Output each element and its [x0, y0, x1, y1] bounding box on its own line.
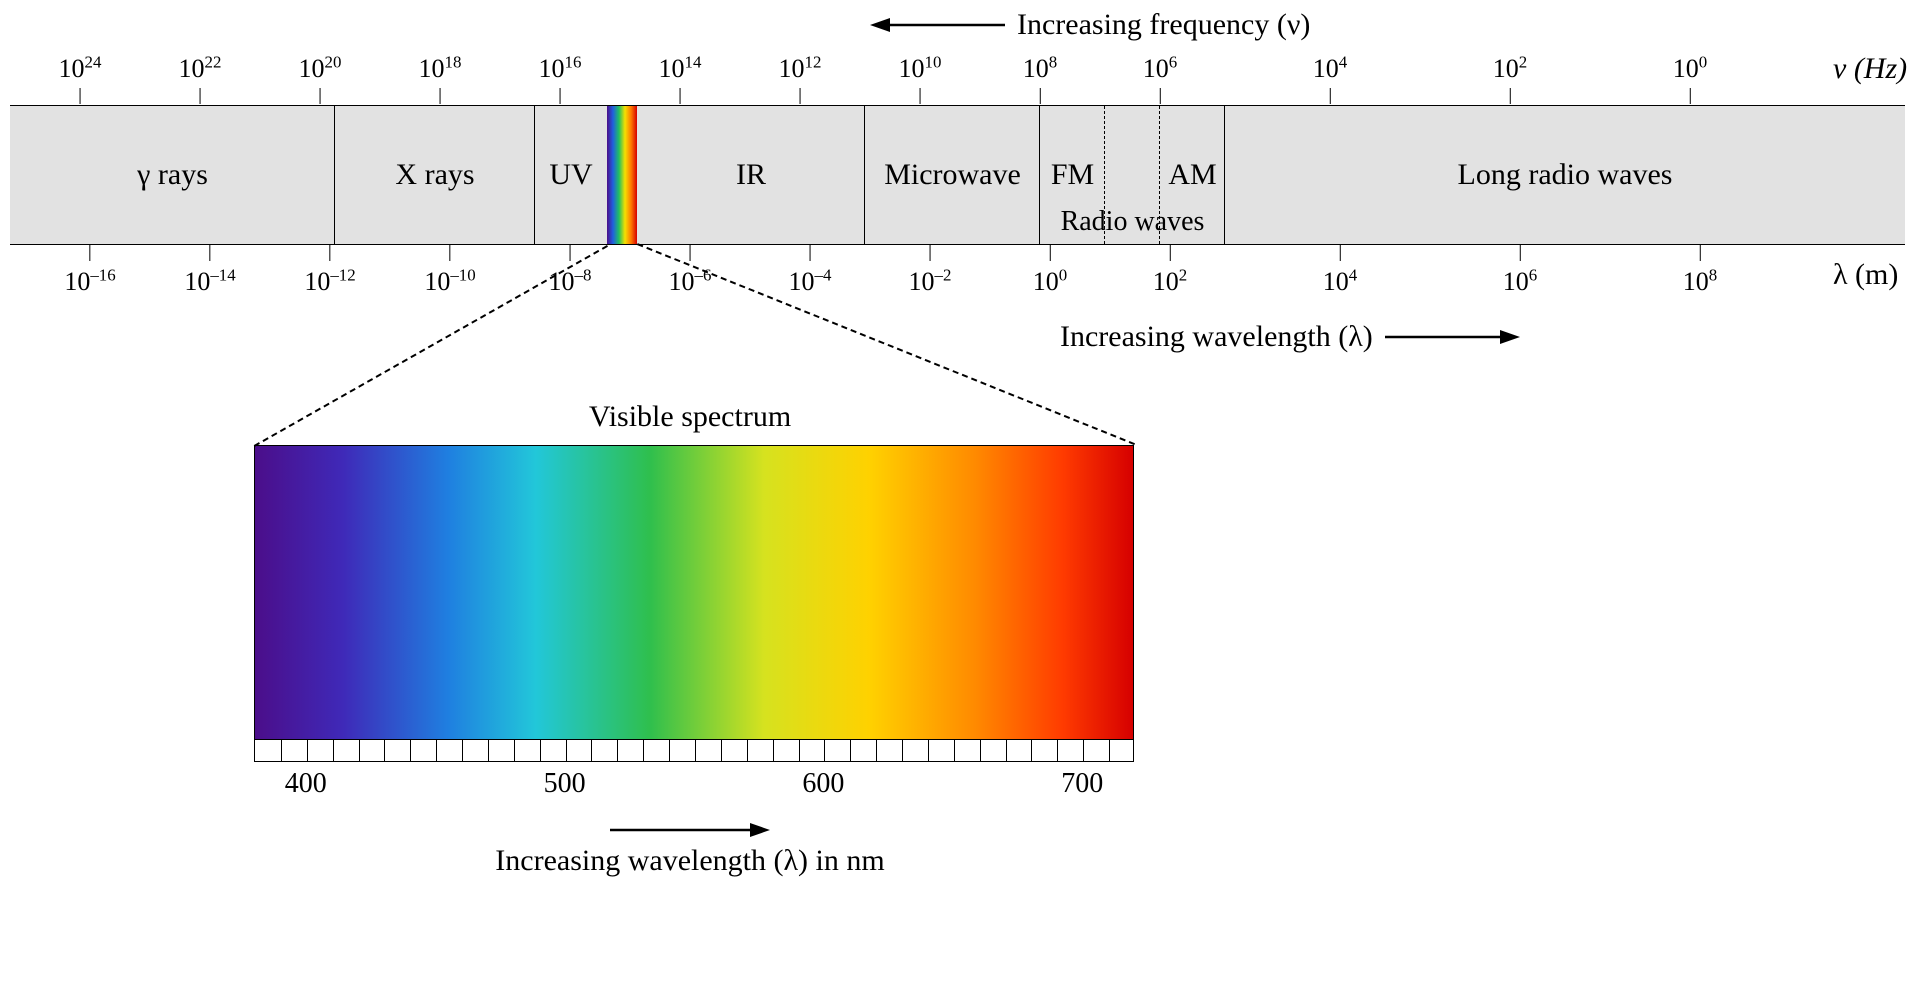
wavelength-unit: λ (m)	[1833, 258, 1898, 292]
frequency-arrow-label: Increasing frequency (ν)	[1017, 8, 1310, 42]
visible-minor-tick	[799, 740, 800, 761]
spectrum-region: IR	[637, 106, 865, 244]
freq-tick: 1012	[779, 52, 822, 104]
visible-minor-tick	[566, 740, 567, 761]
freq-tick: 1010	[899, 52, 942, 104]
freq-tick: 1020	[299, 52, 342, 104]
frequency-arrow-group: Increasing frequency (ν)	[870, 8, 1310, 42]
spectrum-region: Long radio waves	[1225, 106, 1905, 244]
frequency-axis: 1024 1022 1020 1018 1016 1014 1012 1010 108 106 10…	[10, 52, 1905, 105]
wl-tick: 10–12	[304, 245, 355, 297]
visible-minor-tick	[384, 740, 385, 761]
wl-tick: 10–14	[184, 245, 235, 297]
visible-minor-tick	[462, 740, 463, 761]
em-spectrum-diagram: Increasing frequency (ν) 1024 1022 1020 101…	[0, 0, 1915, 987]
visible-minor-tick	[902, 740, 903, 761]
visible-major-label: 700	[1061, 768, 1103, 800]
wl-tick: 10–2	[909, 245, 952, 297]
visible-minor-tick	[307, 740, 308, 761]
wl-tick: 100	[1033, 245, 1067, 297]
wl-tick: 10–10	[424, 245, 475, 297]
arrow-left-icon	[870, 15, 1005, 35]
visible-bottom-label: Increasing wavelength (λ) in nm	[495, 844, 884, 878]
visible-minor-tick	[540, 740, 541, 761]
wl-tick: 10–8	[549, 245, 592, 297]
spectrum-region: γ rays	[10, 106, 335, 244]
visible-spectrum-title: Visible spectrum	[589, 400, 791, 434]
radio-waves-sublabel: Radio waves	[1040, 206, 1225, 238]
visible-minor-tick	[643, 740, 644, 761]
visible-minor-tick	[1031, 740, 1032, 761]
freq-tick: 1014	[659, 52, 702, 104]
wavelength-arrow-group: Increasing wavelength (λ)	[1060, 320, 1520, 354]
visible-minor-tick	[695, 740, 696, 761]
freq-tick: 102	[1493, 52, 1527, 104]
visible-minor-tick	[850, 740, 851, 761]
region-label: Long radio waves	[1458, 158, 1673, 192]
spectrum-region	[607, 106, 637, 244]
wl-tick: 108	[1683, 245, 1717, 297]
freq-tick: 106	[1143, 52, 1177, 104]
visible-minor-tick	[721, 740, 722, 761]
visible-minor-tick	[669, 740, 670, 761]
wavelength-axis: 10–1610–1410–1210–1010–810–610–410–21001…	[10, 245, 1905, 298]
freq-tick: 1018	[419, 52, 462, 104]
visible-spectrum-band	[254, 445, 1134, 740]
visible-minor-tick	[359, 740, 360, 761]
wl-tick: 104	[1323, 245, 1357, 297]
freq-tick: 1016	[539, 52, 582, 104]
visible-minor-tick	[1057, 740, 1058, 761]
spectrum-region: UV	[535, 106, 607, 244]
visible-minor-tick	[928, 740, 929, 761]
visible-major-label: 400	[285, 768, 327, 800]
region-label: UV	[549, 158, 592, 192]
visible-minor-tick	[773, 740, 774, 761]
arrow-right-icon	[1385, 327, 1520, 347]
visible-minor-tick	[333, 740, 334, 761]
wavelength-arrow-label: Increasing wavelength (λ)	[1060, 320, 1373, 354]
visible-minor-tick	[617, 740, 618, 761]
visible-minor-tick	[747, 740, 748, 761]
visible-minor-tick	[954, 740, 955, 761]
region-label: γ rays	[137, 158, 208, 192]
spectrum-region: Microwave	[865, 106, 1040, 244]
visible-minor-tick	[1109, 740, 1110, 761]
visible-minor-tick	[514, 740, 515, 761]
freq-tick: 108	[1023, 52, 1057, 104]
arrow-right-icon	[610, 820, 770, 840]
visible-bottom-arrow-group: Increasing wavelength (λ) in nm	[490, 820, 890, 878]
visible-minor-tick	[410, 740, 411, 761]
visible-minor-tick	[824, 740, 825, 761]
spectrum-band: γ rays X rays UV IR Microwave FM AM Long radio …	[10, 105, 1905, 245]
wl-tick: 102	[1153, 245, 1187, 297]
visible-minor-tick	[876, 740, 877, 761]
freq-tick: 1024	[59, 52, 102, 104]
freq-tick: 100	[1673, 52, 1707, 104]
freq-tick: 104	[1313, 52, 1347, 104]
spectrum-region: X rays	[335, 106, 535, 244]
visible-spectrum-ruler	[254, 740, 1134, 762]
wl-tick: 10–4	[789, 245, 832, 297]
region-label: AM	[1168, 158, 1216, 192]
visible-minor-tick	[281, 740, 282, 761]
visible-minor-tick	[436, 740, 437, 761]
visible-minor-tick	[488, 740, 489, 761]
visible-minor-tick	[980, 740, 981, 761]
region-label: Microwave	[884, 158, 1021, 192]
visible-minor-tick	[1006, 740, 1007, 761]
freq-tick: 1022	[179, 52, 222, 104]
visible-major-label: 600	[802, 768, 844, 800]
visible-major-label: 500	[544, 768, 586, 800]
wl-tick: 10–16	[64, 245, 115, 297]
wl-tick: 106	[1503, 245, 1537, 297]
frequency-unit: ν (Hz)	[1833, 52, 1907, 86]
visible-minor-tick	[591, 740, 592, 761]
region-label: FM	[1051, 158, 1094, 192]
region-label: IR	[736, 158, 766, 192]
region-label: X rays	[395, 158, 474, 192]
visible-minor-tick	[1083, 740, 1084, 761]
